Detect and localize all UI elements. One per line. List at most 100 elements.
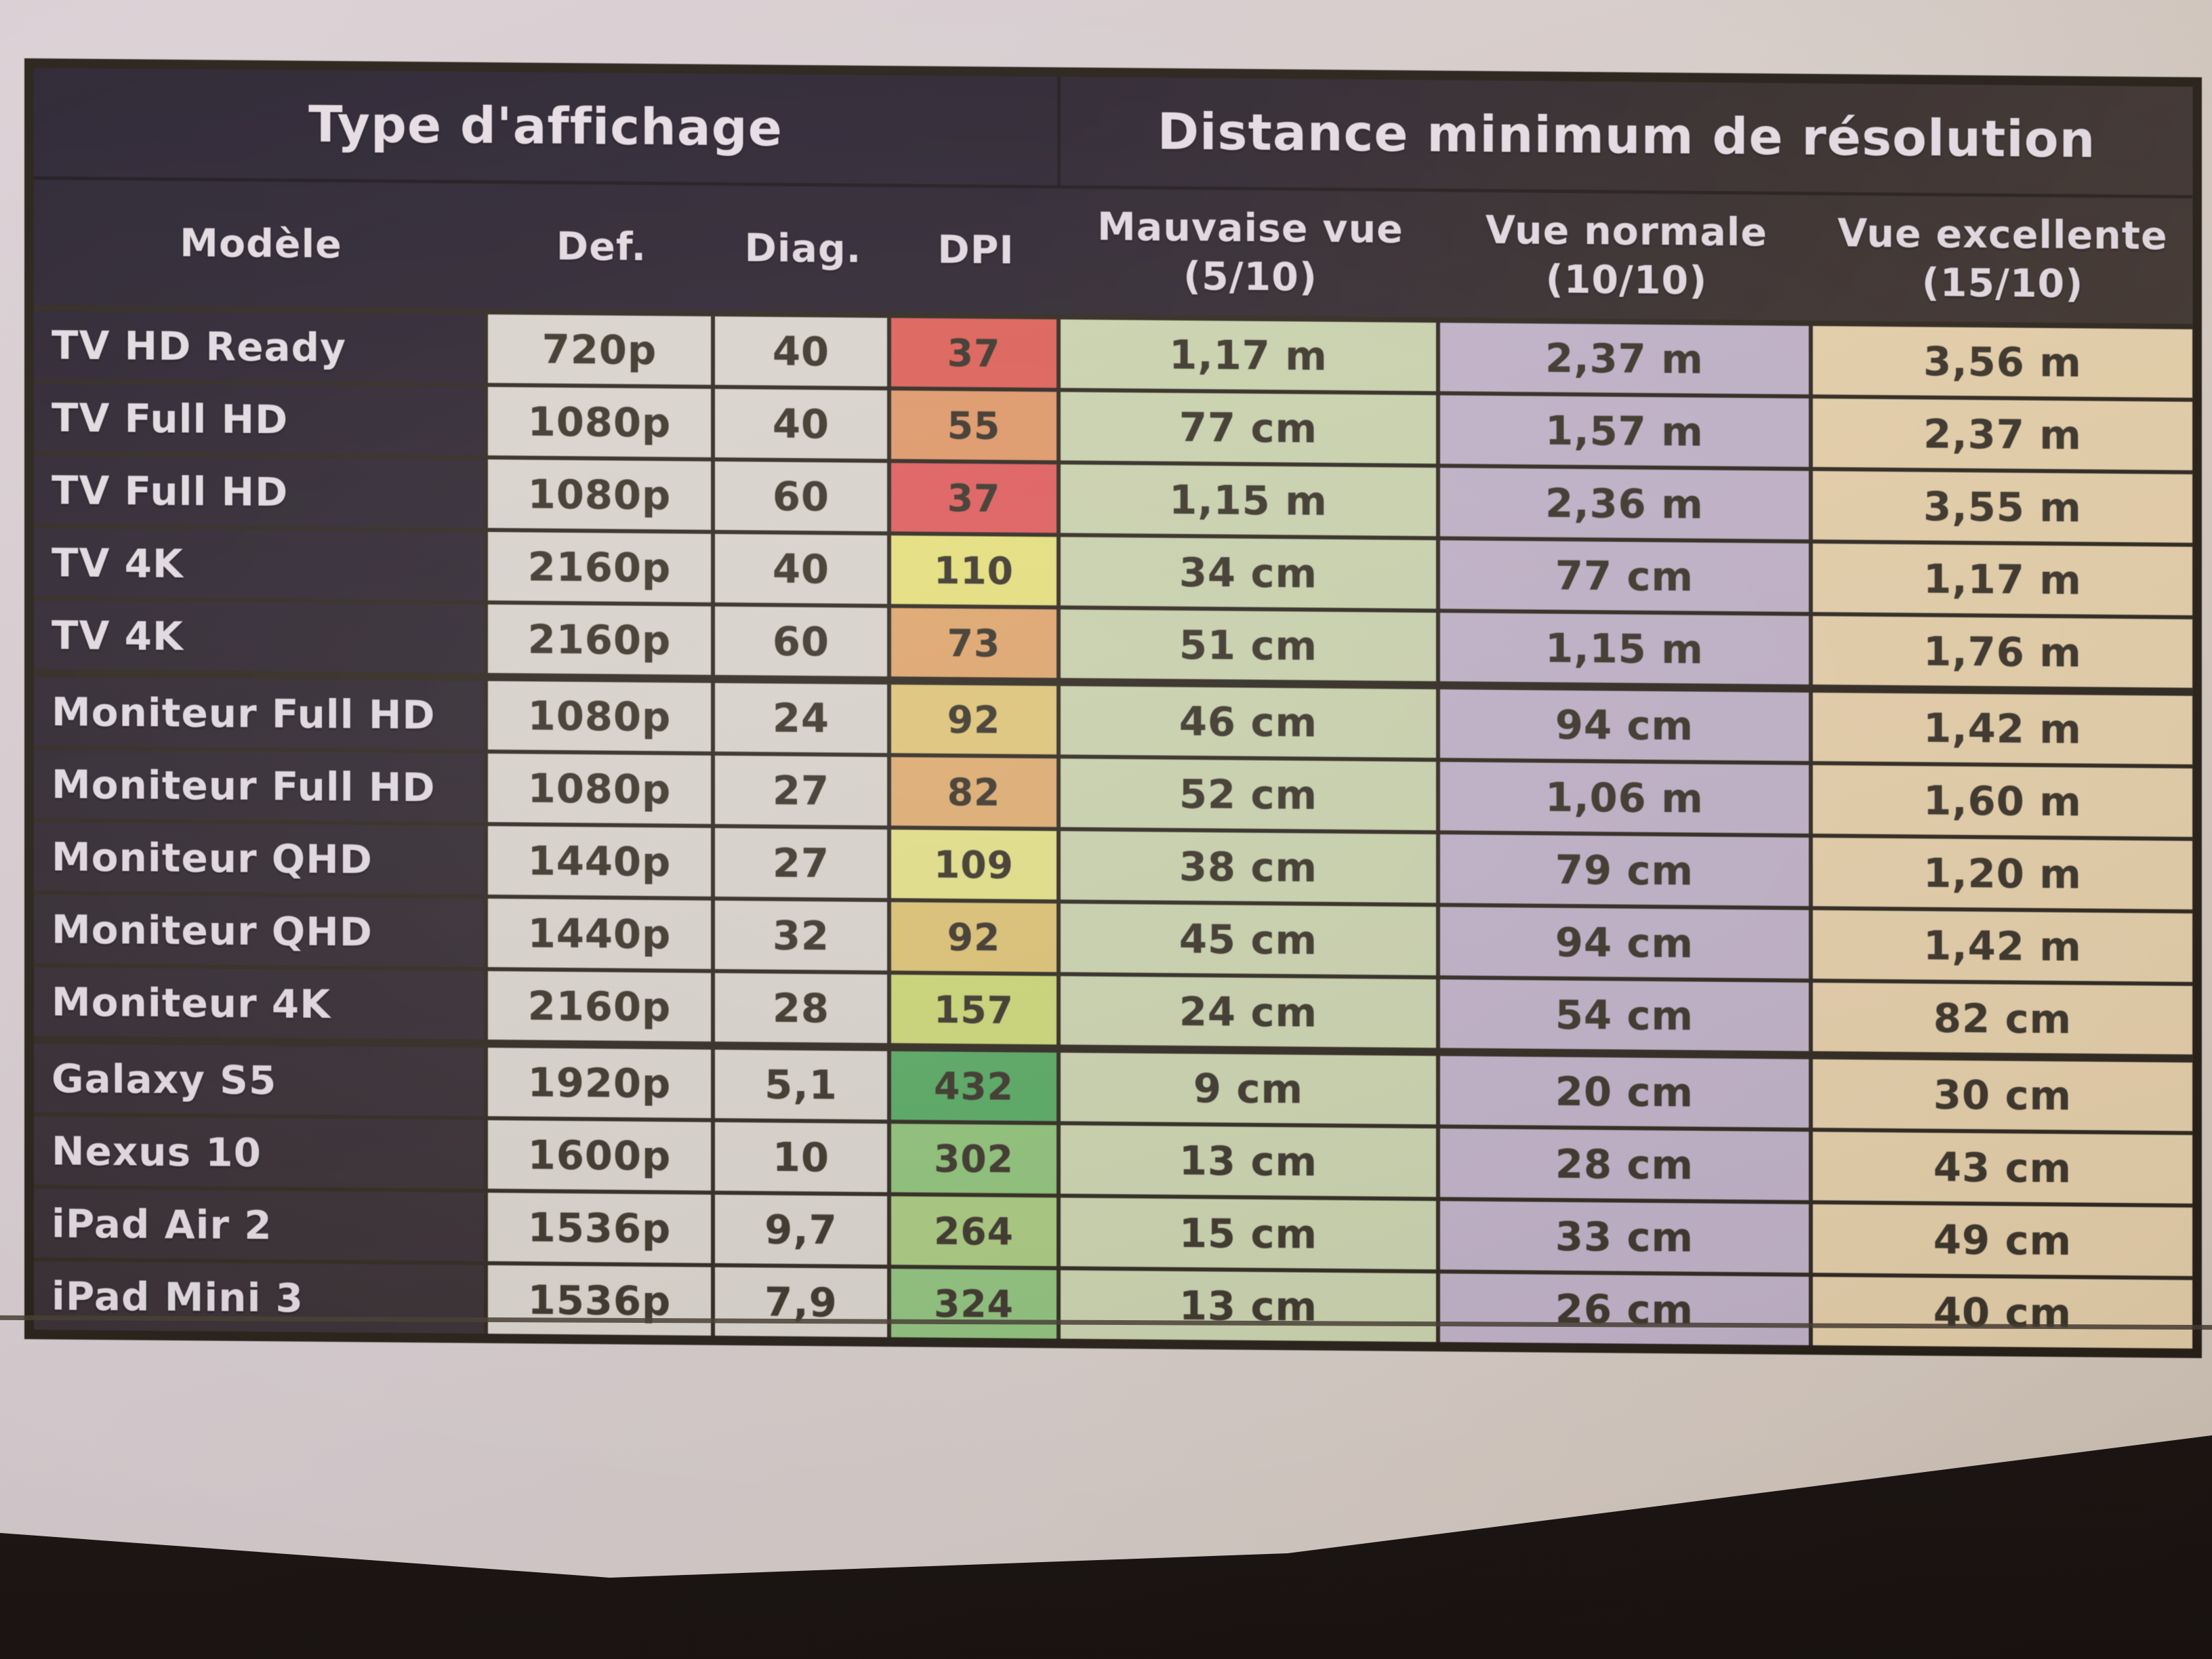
excellent-view-distance-cell: 40 cm	[1813, 1277, 2192, 1349]
column-label: Vue excellente	[1837, 211, 2168, 259]
diagonal-cell: 10	[715, 1122, 891, 1193]
normal-view-distance-cell: 94 cm	[1440, 907, 1813, 979]
column-sublabel: (5/10)	[1183, 253, 1317, 300]
model-cell: Moniteur 4K	[34, 967, 488, 1040]
excellent-view-distance-cell: 1,20 m	[1813, 838, 2192, 909]
definition-cell: 1080p	[488, 459, 715, 530]
column-label: Diag.	[744, 226, 862, 272]
dpi-cell: 37	[891, 463, 1061, 533]
bad-view-distance-cell: 51 cm	[1061, 609, 1440, 682]
normal-view-distance-cell: 33 cm	[1440, 1201, 1813, 1273]
column-header-excellent-view: Vue excellente (15/10)	[1813, 195, 2192, 324]
bad-view-distance-cell: 13 cm	[1061, 1125, 1440, 1197]
excellent-view-distance-cell: 43 cm	[1813, 1132, 2192, 1204]
dpi-cell: 324	[891, 1269, 1061, 1339]
column-sublabel: (15/10)	[1921, 260, 2084, 307]
dpi-cell: 92	[891, 902, 1061, 972]
column-label: Mauvaise vue	[1097, 205, 1404, 253]
definition-cell: 1440p	[488, 898, 715, 969]
column-label: Def.	[556, 224, 647, 270]
excellent-view-distance-cell: 30 cm	[1813, 1059, 2192, 1131]
header-group-display-type: Type d'affichage	[34, 68, 1061, 189]
resolution-distance-table: Type d'affichage Distance minimum de rés…	[24, 58, 2202, 1359]
diagonal-cell: 60	[715, 606, 891, 677]
bad-view-distance-cell: 15 cm	[1061, 1197, 1440, 1270]
normal-view-distance-cell: 1,06 m	[1440, 762, 1813, 834]
column-header-normal-view: Vue normale (10/10)	[1440, 192, 1813, 321]
excellent-view-distance-cell: 82 cm	[1813, 983, 2192, 1054]
definition-cell: 1080p	[488, 753, 715, 824]
model-cell: TV Full HD	[34, 455, 488, 528]
normal-view-distance-cell: 79 cm	[1440, 834, 1813, 907]
normal-view-distance-cell: 54 cm	[1440, 979, 1813, 1052]
definition-cell: 1080p	[488, 386, 715, 457]
diagonal-cell: 40	[715, 388, 891, 459]
definition-cell: 1600p	[488, 1120, 715, 1191]
normal-view-distance-cell: 2,36 m	[1440, 468, 1813, 540]
dpi-cell: 37	[891, 318, 1061, 388]
dpi-cell: 264	[891, 1196, 1061, 1267]
normal-view-distance-cell: 2,37 m	[1440, 323, 1813, 395]
column-header-bad-view: Mauvaise vue (5/10)	[1061, 188, 1440, 317]
diagonal-cell: 27	[715, 755, 891, 826]
diagonal-cell: 32	[715, 900, 891, 971]
diagonal-cell: 7,9	[715, 1267, 891, 1338]
excellent-view-distance-cell: 1,76 m	[1813, 616, 2192, 688]
diagonal-cell: 40	[715, 316, 891, 387]
excellent-view-distance-cell: 1,60 m	[1813, 765, 2192, 837]
model-cell: TV 4K	[34, 528, 488, 600]
model-cell: Moniteur QHD	[34, 822, 488, 895]
model-cell: iPad Mini 3	[34, 1261, 488, 1334]
bad-view-distance-cell: 52 cm	[1061, 758, 1440, 831]
excellent-view-distance-cell: 49 cm	[1813, 1204, 2192, 1276]
column-label: Modèle	[180, 220, 342, 267]
bad-view-distance-cell: 1,17 m	[1061, 319, 1440, 392]
column-sublabel: (10/10)	[1545, 257, 1708, 304]
model-cell: Galaxy S5	[34, 1044, 488, 1116]
definition-cell: 1440p	[488, 825, 715, 897]
definition-cell: 1536p	[488, 1265, 715, 1336]
normal-view-distance-cell: 77 cm	[1440, 540, 1813, 613]
bad-view-distance-cell: 38 cm	[1061, 831, 1440, 903]
normal-view-distance-cell: 1,57 m	[1440, 395, 1813, 468]
excellent-view-distance-cell: 1,17 m	[1813, 544, 2192, 615]
diagonal-cell: 24	[715, 682, 891, 754]
diagonal-cell: 9,7	[715, 1194, 891, 1265]
dpi-cell: 82	[891, 757, 1061, 827]
model-cell: Moniteur QHD	[34, 895, 488, 967]
normal-view-distance-cell: 20 cm	[1440, 1056, 1813, 1128]
header-group-min-distance: Distance minimum de résolution	[1061, 77, 2192, 199]
column-header-dpi: DPI	[891, 187, 1061, 314]
excellent-view-distance-cell: 1,42 m	[1813, 693, 2192, 764]
bad-view-distance-cell: 9 cm	[1061, 1052, 1440, 1125]
diagonal-cell: 28	[715, 972, 891, 1044]
dpi-cell: 73	[891, 608, 1061, 678]
column-header-model: Modèle	[34, 180, 488, 309]
bad-view-distance-cell: 77 cm	[1061, 392, 1440, 464]
bad-view-distance-cell: 24 cm	[1061, 976, 1440, 1048]
column-label: Vue normale	[1485, 208, 1768, 255]
excellent-view-distance-cell: 1,42 m	[1813, 910, 2192, 982]
dpi-cell: 157	[891, 975, 1061, 1045]
diagonal-cell: 60	[715, 461, 891, 532]
definition-cell: 1536p	[488, 1192, 715, 1263]
table-header: Type d'affichage Distance minimum de rés…	[34, 68, 2192, 329]
bad-view-distance-cell: 13 cm	[1061, 1270, 1440, 1343]
dpi-cell: 432	[891, 1051, 1061, 1122]
normal-view-distance-cell: 1,15 m	[1440, 613, 1813, 685]
normal-view-distance-cell: 28 cm	[1440, 1128, 1813, 1201]
excellent-view-distance-cell: 3,56 m	[1813, 326, 2192, 398]
bad-view-distance-cell: 34 cm	[1061, 537, 1440, 609]
dpi-cell: 302	[891, 1124, 1061, 1194]
model-cell: Moniteur Full HD	[34, 677, 488, 750]
model-cell: Nexus 10	[34, 1116, 488, 1189]
definition-cell: 1920p	[488, 1047, 715, 1118]
diagonal-cell: 40	[715, 533, 891, 605]
dpi-cell: 109	[891, 830, 1061, 900]
definition-cell: 2160p	[488, 970, 715, 1042]
column-header-def: Def.	[488, 184, 715, 311]
table-body: TV HD Ready 720p 40 37 1,17 m 2,37 m 3,56 m TV …	[34, 310, 2192, 1349]
dpi-cell: 92	[891, 684, 1061, 755]
dpi-cell: 55	[891, 390, 1061, 461]
